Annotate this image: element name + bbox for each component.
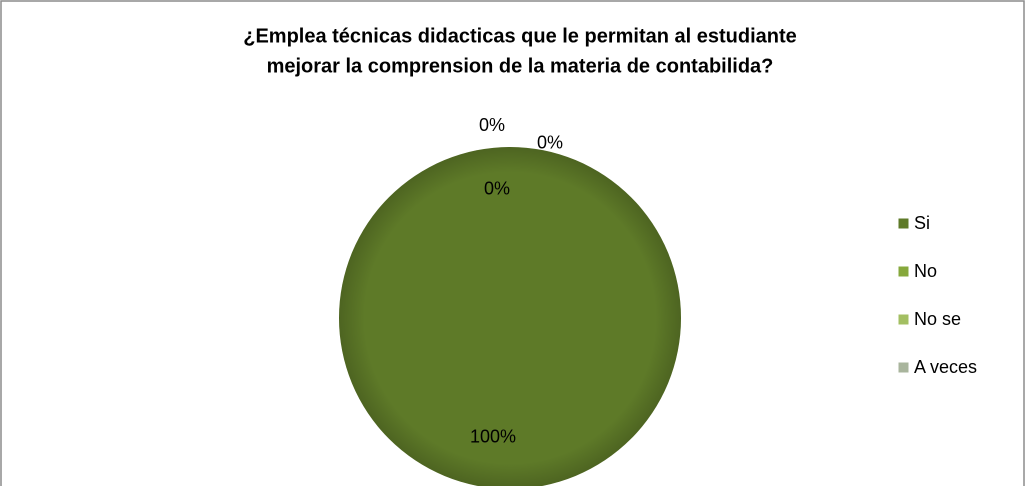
legend-swatch xyxy=(897,265,910,278)
chart-title: mejorar la comprension de la materia de … xyxy=(267,55,774,77)
data-label: 100% xyxy=(470,426,516,446)
legend-swatch xyxy=(897,361,910,374)
legend-label: No xyxy=(914,261,937,281)
chart-title: ¿Emplea técnicas didacticas que le permi… xyxy=(243,25,797,47)
legend-swatch xyxy=(897,217,910,230)
legend-swatch xyxy=(897,313,910,326)
data-label: 0% xyxy=(479,115,505,135)
data-label: 0% xyxy=(537,132,563,152)
legend-label: Si xyxy=(914,213,930,233)
legend-label: No se xyxy=(914,309,961,329)
pie-shade xyxy=(339,147,681,486)
legend-label: A veces xyxy=(914,357,977,377)
data-label: 0% xyxy=(484,179,510,199)
